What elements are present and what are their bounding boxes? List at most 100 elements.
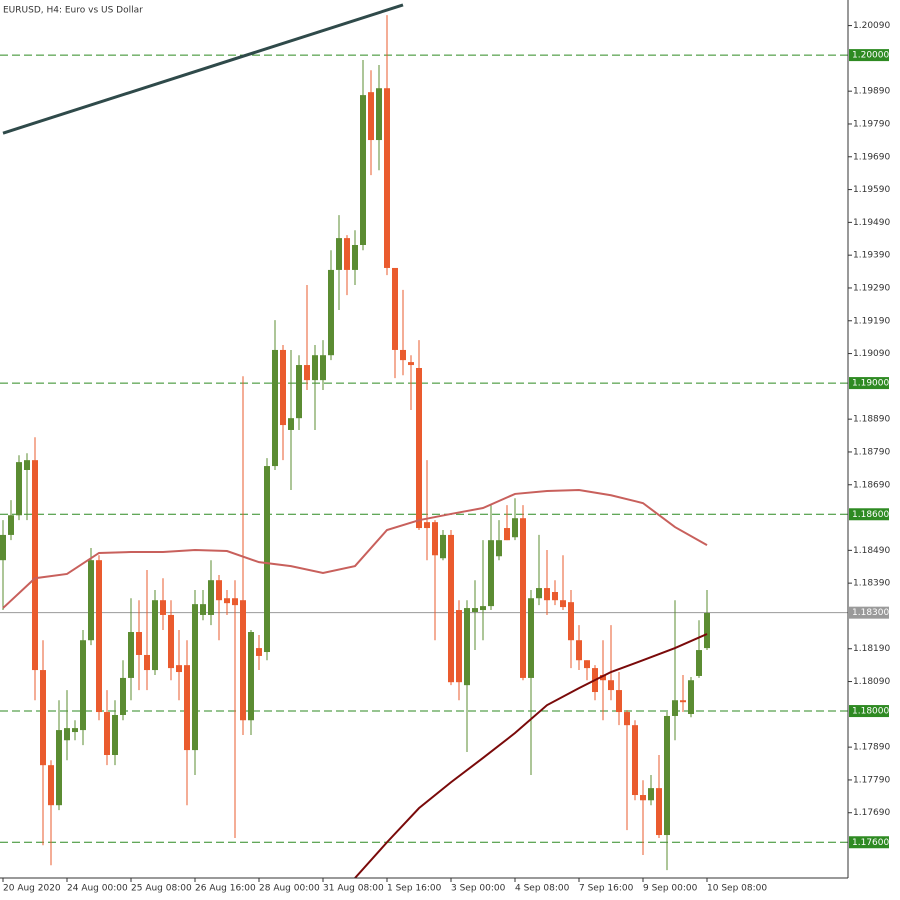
y-tick-label: 1.18190	[853, 644, 890, 654]
candle-body	[672, 700, 678, 716]
x-tick-label: 9 Sep 00:00	[643, 884, 698, 894]
candle-body	[408, 362, 414, 366]
y-tick-label: 1.17690	[853, 808, 890, 818]
candle-body	[504, 528, 510, 541]
candle-body	[384, 88, 390, 268]
candle-body	[488, 540, 494, 607]
y-tick-label: 1.19790	[853, 119, 890, 129]
candle-body	[32, 460, 38, 671]
candle-body	[344, 238, 350, 270]
candle-body	[632, 725, 638, 796]
candle-body	[208, 580, 214, 615]
candle-body	[96, 560, 102, 713]
indicator-line	[2, 3, 404, 135]
candle-body	[480, 606, 486, 611]
candle-body	[224, 598, 230, 604]
y-tick-label: 1.19690	[853, 152, 890, 162]
candle-body	[688, 680, 694, 715]
current-price-label: 1.18300	[852, 608, 889, 618]
candle-body	[216, 580, 222, 601]
y-tick-label: 1.18890	[853, 415, 890, 425]
candle-body	[0, 534, 6, 561]
level-label-box	[849, 49, 889, 62]
candle-body	[160, 600, 166, 615]
x-tick-label: 26 Aug 16:00	[195, 884, 256, 894]
candle-body	[432, 522, 438, 556]
candle-body	[400, 349, 406, 361]
candle-body	[352, 245, 358, 270]
candle-body	[360, 95, 366, 246]
level-label-box	[849, 508, 889, 521]
candle-body	[528, 598, 534, 678]
y-tick-label: 1.17890	[853, 743, 890, 753]
y-tick-label: 1.19890	[853, 87, 890, 97]
candle-body	[648, 788, 654, 801]
level-label: 1.19000	[852, 379, 889, 389]
candle-body	[56, 730, 62, 806]
candle-body	[616, 690, 622, 713]
candle-body	[16, 462, 22, 516]
y-tick-label: 1.18690	[853, 480, 890, 490]
y-tick-label: 1.19490	[853, 218, 890, 228]
candle-body	[88, 560, 94, 641]
candle-body	[296, 365, 302, 419]
y-tick-label: 1.18390	[853, 579, 890, 589]
indicator-line	[2, 488, 708, 609]
y-tick-label: 1.19290	[853, 283, 890, 293]
candle-body	[168, 614, 174, 669]
y-tick-label: 1.19090	[853, 349, 890, 359]
candle-body	[144, 654, 150, 671]
candle-body	[544, 588, 550, 601]
candle-body	[608, 680, 614, 691]
candle-body	[64, 728, 70, 741]
x-tick-label: 3 Sep 00:00	[451, 884, 506, 894]
level-label-box	[849, 836, 889, 849]
candle-body	[416, 367, 422, 529]
level-label-box	[849, 705, 889, 718]
candle-body	[152, 600, 158, 671]
candle-body	[600, 674, 606, 681]
candle-body	[280, 349, 286, 426]
candle-body	[288, 418, 294, 430]
y-tick-label: 1.17790	[853, 775, 890, 785]
candle-body	[328, 269, 334, 356]
candle-body	[312, 355, 318, 381]
candle-body	[640, 795, 646, 801]
candle-body	[512, 518, 518, 538]
candle-body	[704, 612, 710, 649]
x-tick-label: 25 Aug 08:00	[131, 884, 192, 894]
candle-body	[8, 515, 14, 535]
candle-body	[336, 238, 342, 270]
candle-body	[240, 600, 246, 721]
candle-body	[184, 665, 190, 751]
candle-body	[424, 522, 430, 529]
y-tick-label: 1.18790	[853, 447, 890, 457]
level-label-box	[849, 377, 889, 390]
candle-body	[24, 460, 30, 470]
x-tick-label: 1 Sep 16:00	[387, 884, 442, 894]
candle-body	[368, 92, 374, 141]
candle-body	[72, 728, 78, 733]
candle-body	[40, 670, 46, 766]
candle-body	[104, 712, 110, 756]
candle-body	[536, 588, 542, 599]
candle-body	[552, 592, 558, 601]
candle-body	[304, 365, 310, 381]
candle-body	[176, 665, 182, 673]
candle-body	[448, 534, 454, 683]
indicator-line	[354, 633, 708, 878]
candle-body	[248, 632, 254, 721]
candle-body	[120, 677, 126, 715]
x-tick-label: 24 Aug 00:00	[67, 884, 128, 894]
candle-body	[440, 534, 446, 559]
candle-body	[576, 640, 582, 661]
x-tick-label: 20 Aug 2020	[3, 884, 61, 894]
candle-body	[112, 714, 118, 756]
candle-body	[136, 632, 142, 655]
candle-body	[472, 608, 478, 613]
candle-body	[664, 715, 670, 836]
candle-body	[568, 602, 574, 641]
level-label: 1.20000	[852, 51, 889, 61]
candle-body	[80, 640, 86, 731]
